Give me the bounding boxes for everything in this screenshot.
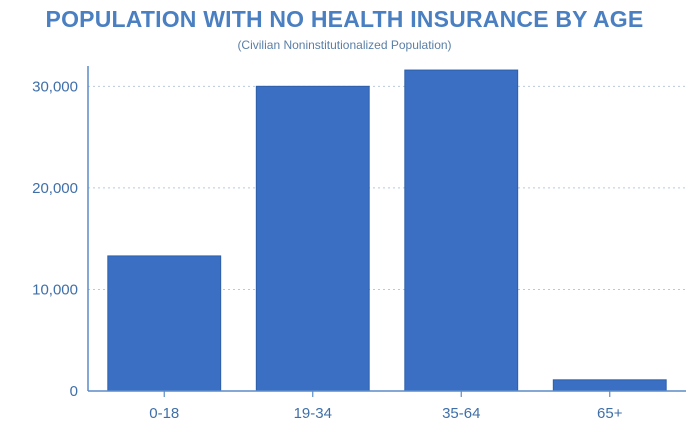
bar-0-18 [107,255,222,392]
x-tick-label: 19-34 [294,405,332,422]
bars [107,69,667,392]
axes [87,66,686,397]
y-tick-label: 0 [70,383,78,400]
x-tick-label: 35-64 [442,405,480,422]
y-tick-label: 30,000 [32,78,78,95]
tick-labels: 0 10,000 20,000 30,000 0-18 19-34 35-64 65+ [32,78,623,422]
bar-19-34 [255,85,370,392]
x-tick-label: 65+ [597,405,623,422]
chart-subtitle: (Civilian Noninstitutionalized Populatio… [237,38,452,52]
bar-35-64 [404,69,519,392]
x-tick-label: 0-18 [149,405,179,422]
y-tick-label: 10,000 [32,281,78,298]
chart-title: POPULATION WITH NO HEALTH INSURANCE BY A… [45,6,644,32]
bar-65+ [552,379,667,392]
y-tick-label: 20,000 [32,180,78,197]
